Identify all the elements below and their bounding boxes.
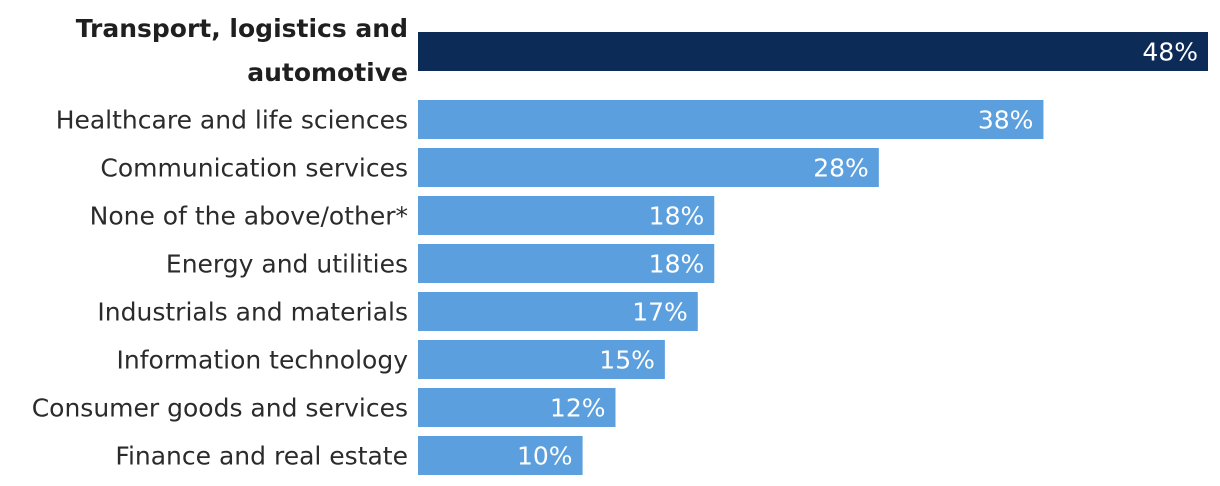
bar-8: [418, 436, 583, 475]
category-label-0: Transport, logistics and automotive: [76, 14, 408, 87]
category-label-4: Energy and utilities: [166, 250, 408, 279]
category-label-8: Finance and real estate: [115, 442, 408, 471]
value-label-1: 38%: [978, 106, 1034, 135]
category-label-5: Industrials and materials: [97, 298, 408, 327]
value-label-3: 18%: [649, 202, 705, 231]
category-label-7: Consumer goods and services: [32, 394, 408, 423]
bar-4: [418, 244, 715, 283]
category-label-0-line-1: automotive: [247, 58, 408, 87]
value-label-0: 48%: [1142, 38, 1198, 67]
category-label-2: Communication services: [100, 154, 408, 183]
bars-group: [418, 32, 1208, 475]
category-labels-group: Transport, logistics and automotive Health…: [32, 14, 408, 471]
category-label-3: None of the above/other*: [90, 202, 408, 231]
category-label-1: Healthcare and life sciences: [56, 106, 408, 135]
value-labels-group: 48% 38% 28% 18% 18% 17% 15% 12% 10%: [517, 38, 1198, 471]
value-label-2: 28%: [813, 154, 869, 183]
bar-1: [418, 100, 1044, 139]
category-label-6: Information technology: [117, 346, 409, 375]
bar-5: [418, 292, 698, 331]
bar-0: [418, 32, 1208, 71]
bar-7: [418, 388, 616, 427]
bar-6: [418, 340, 665, 379]
value-label-6: 15%: [599, 346, 655, 375]
value-label-7: 12%: [550, 394, 606, 423]
bar-2: [418, 148, 879, 187]
bar-3: [418, 196, 715, 235]
value-label-4: 18%: [649, 250, 705, 279]
category-label-0-line-0: Transport, logistics and: [76, 14, 408, 43]
value-label-5: 17%: [632, 298, 688, 327]
value-label-8: 10%: [517, 442, 573, 471]
